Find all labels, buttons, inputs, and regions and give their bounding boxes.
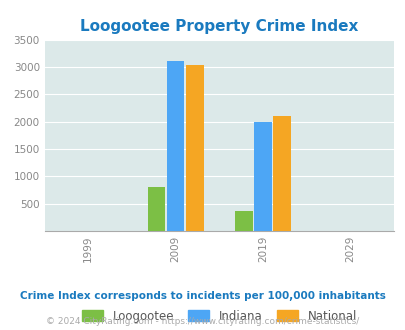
Bar bbox=[147, 187, 165, 231]
Bar bbox=[185, 65, 203, 231]
Bar bbox=[273, 115, 290, 231]
Bar bbox=[234, 211, 252, 231]
Bar bbox=[254, 122, 271, 231]
Title: Loogootee Property Crime Index: Loogootee Property Crime Index bbox=[80, 19, 358, 34]
Text: Crime Index corresponds to incidents per 100,000 inhabitants: Crime Index corresponds to incidents per… bbox=[20, 291, 385, 301]
Text: © 2024 CityRating.com - https://www.cityrating.com/crime-statistics/: © 2024 CityRating.com - https://www.city… bbox=[46, 317, 359, 326]
Bar bbox=[166, 61, 184, 231]
Legend: Loogootee, Indiana, National: Loogootee, Indiana, National bbox=[81, 310, 356, 323]
